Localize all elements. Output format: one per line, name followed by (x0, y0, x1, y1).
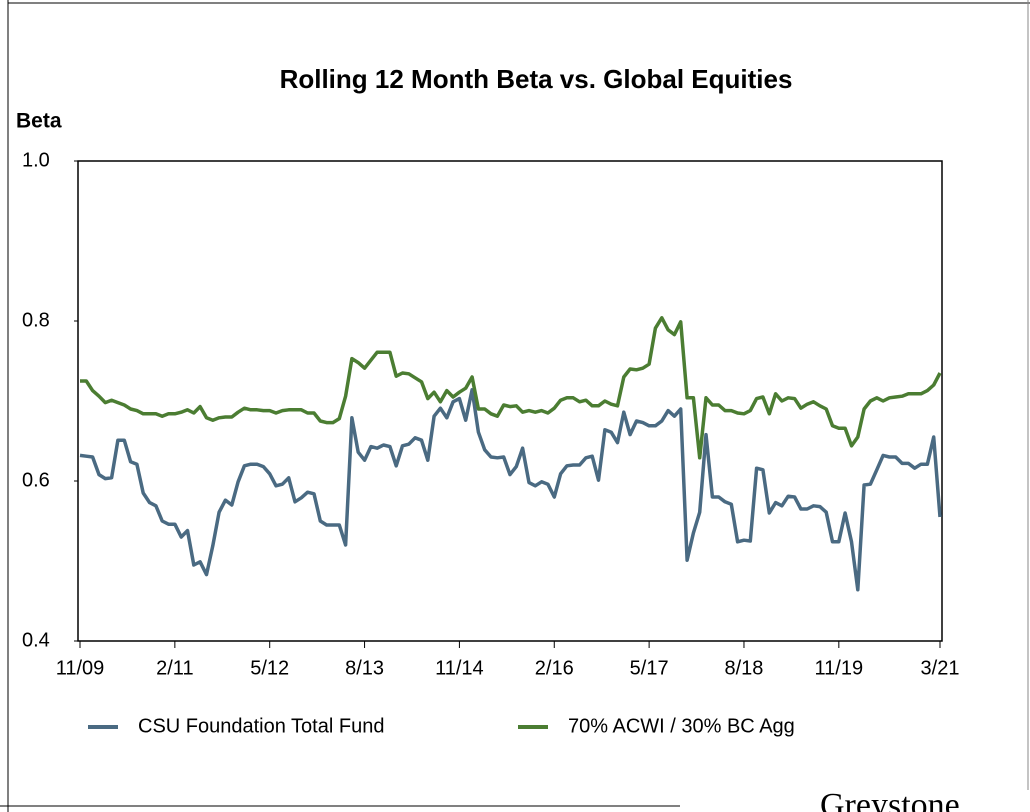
x-tick-label: 5/17 (630, 657, 669, 679)
y-tick-label: 1.0 (22, 149, 50, 171)
series-line (79, 388, 942, 592)
plot-area (77, 160, 943, 642)
x-tick-label: 2/11 (156, 657, 193, 679)
logo: Greystone (820, 787, 960, 812)
y-axis-label: Beta (16, 110, 62, 133)
y-tick-label: 0.6 (22, 469, 50, 491)
chart-title: Rolling 12 Month Beta vs. Global Equitie… (280, 64, 793, 94)
y-tick-label: 0.4 (22, 629, 50, 651)
legend-label: CSU Foundation Total Fund (138, 715, 384, 737)
legend-label: 70% ACWI / 30% BC Agg (568, 715, 795, 737)
x-tick-label: 11/14 (435, 657, 484, 679)
series-line (80, 316, 942, 460)
x-tick-label: 8/13 (345, 657, 384, 679)
x-tick-label: 11/09 (56, 657, 105, 679)
x-tick-label: 3/21 (921, 657, 960, 679)
y-tick-label: 0.8 (22, 309, 50, 331)
x-tick-label: 8/18 (725, 657, 764, 679)
x-tick-label: 2/16 (535, 657, 574, 679)
x-tick-label: 11/19 (815, 657, 864, 679)
x-tick-label: 5/12 (250, 657, 289, 679)
